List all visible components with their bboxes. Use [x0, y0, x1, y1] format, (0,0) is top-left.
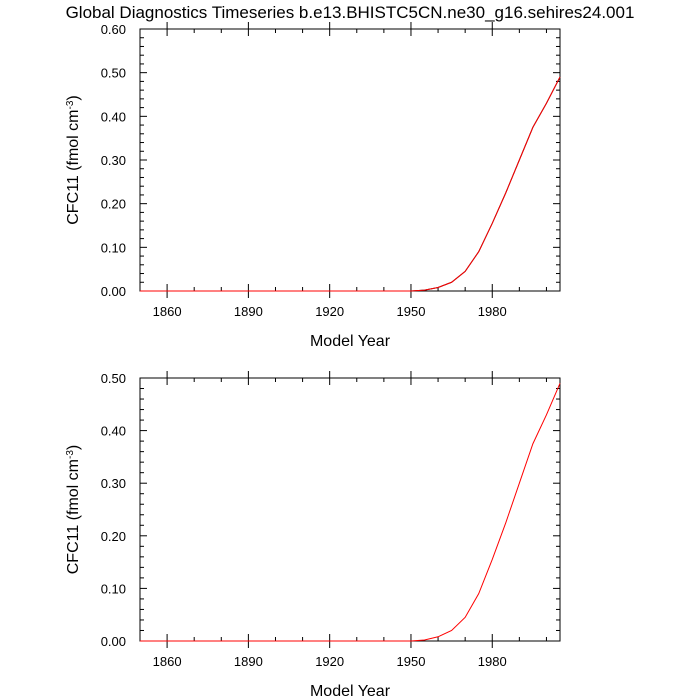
top-y-tick-label: 0.60: [101, 22, 126, 37]
top-plot: Model Year CFC11 (fmol cm-3) 1860 1890 192…: [65, 22, 561, 350]
top-y-tick-label: 0.30: [101, 153, 126, 168]
top-y-tick-label: 0.40: [101, 109, 126, 124]
top-x-tick-label: 1950: [397, 304, 426, 319]
bottom-series-lines: [140, 383, 561, 642]
top-plot-frame: [139, 28, 561, 292]
top-ticks: 1860 1890 1920 1950 1980 0.00 0.10 0.20 0.30 0.40…: [101, 22, 560, 319]
top-y-tick-label: 0.10: [101, 240, 126, 255]
bottom-series-line-0: [140, 383, 561, 642]
bottom-ticks: 1860 1890 1920 1950 1980 0.00 0.10 0.20 0.30 0.40…: [101, 371, 560, 669]
bottom-y-axis-label-main: CFC11 (fmol cm: [65, 459, 82, 574]
top-y-tick-label: 0.00: [101, 284, 126, 299]
bottom-x-tick-label: 1860: [153, 654, 182, 669]
bottom-y-tick-label: 0.30: [101, 476, 126, 491]
chart-title: Global Diagnostics Timeseries b.e13.BHIS…: [66, 3, 635, 22]
bottom-y-tick-label: 0.40: [101, 424, 126, 439]
bottom-x-tick-label: 1980: [478, 654, 507, 669]
bottom-y-tick-label: 0.00: [101, 634, 126, 649]
bottom-y-axis-label-sup: -3: [65, 450, 76, 459]
bottom-plot-frame: [139, 377, 561, 642]
bottom-x-tick-label: 1950: [397, 654, 426, 669]
top-y-tick-label: 0.20: [101, 197, 126, 212]
top-y-tick-label: 0.50: [101, 66, 126, 81]
top-y-axis-label: CFC11 (fmol cm-3): [65, 95, 83, 225]
top-series-line-0: [140, 76, 561, 292]
top-x-tick-label: 1920: [315, 304, 344, 319]
bottom-y-tick-label: 0.10: [101, 581, 126, 596]
bottom-x-axis-label: Model Year: [310, 683, 391, 700]
bottom-y-axis-label: CFC11 (fmol cm-3): [65, 445, 83, 575]
bottom-y-tick-label: 0.50: [101, 371, 126, 386]
bottom-plot: Model Year CFC11 (fmol cm-3) 1860 1890 192…: [65, 371, 561, 700]
top-x-axis-label: Model Year: [310, 333, 391, 350]
top-x-tick-label: 1890: [234, 304, 263, 319]
top-y-axis-label-main: CFC11 (fmol cm: [65, 109, 82, 224]
top-series-line-1: [140, 76, 561, 292]
bottom-x-tick-label: 1920: [315, 654, 344, 669]
bottom-y-axis-label-close: ): [65, 445, 82, 450]
bottom-x-tick-label: 1890: [234, 654, 263, 669]
top-series-lines: [140, 76, 561, 292]
top-x-tick-label: 1980: [478, 304, 507, 319]
top-y-axis-label-sup: -3: [65, 100, 76, 109]
top-x-tick-label: 1860: [153, 304, 182, 319]
top-y-axis-label-close: ): [65, 95, 82, 100]
bottom-y-tick-label: 0.20: [101, 529, 126, 544]
